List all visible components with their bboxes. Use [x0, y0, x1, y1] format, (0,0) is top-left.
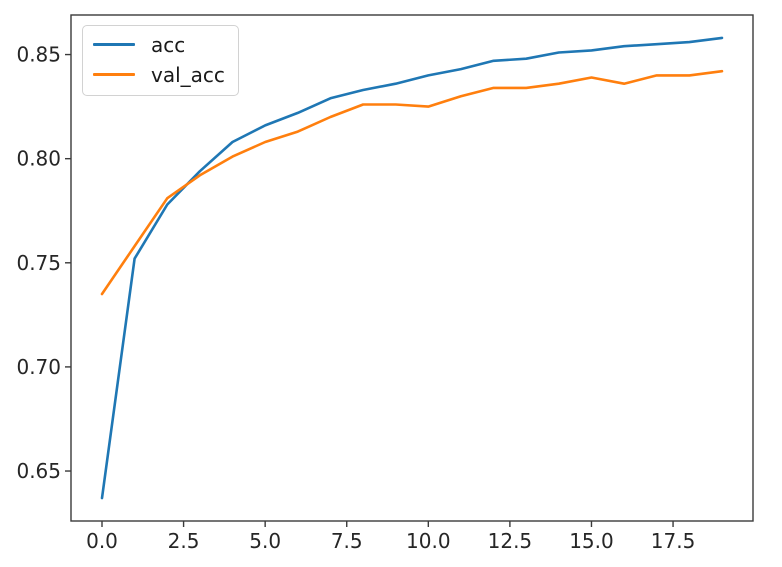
x-tick-label: 7.5 [331, 529, 363, 553]
val-acc-line-sample [93, 73, 135, 76]
legend-item-val-acc: val_acc [93, 62, 225, 87]
legend-label-val-acc: val_acc [151, 62, 225, 87]
y-tick-label: 0.70 [16, 355, 61, 379]
y-tick-label: 0.65 [16, 459, 61, 483]
x-tick-label: 17.5 [651, 529, 696, 553]
x-tick-label: 0.0 [86, 529, 118, 553]
y-tick-label: 0.85 [16, 43, 61, 67]
x-tick-label: 12.5 [488, 529, 533, 553]
x-tick-label: 2.5 [168, 529, 200, 553]
plot-border [70, 14, 754, 522]
y-tick-label: 0.75 [16, 251, 61, 275]
x-tick-label: 5.0 [249, 529, 281, 553]
legend-item-acc: acc [93, 32, 225, 57]
legend-label-acc: acc [151, 32, 186, 57]
val-acc-line [100, 69, 724, 296]
legend: acc val_acc [82, 25, 239, 96]
x-tick-label: 15.0 [569, 529, 614, 553]
acc-line [100, 36, 724, 500]
x-tick-label: 10.0 [406, 529, 451, 553]
acc-line-sample [93, 43, 135, 46]
y-tick-label: 0.80 [16, 147, 61, 171]
